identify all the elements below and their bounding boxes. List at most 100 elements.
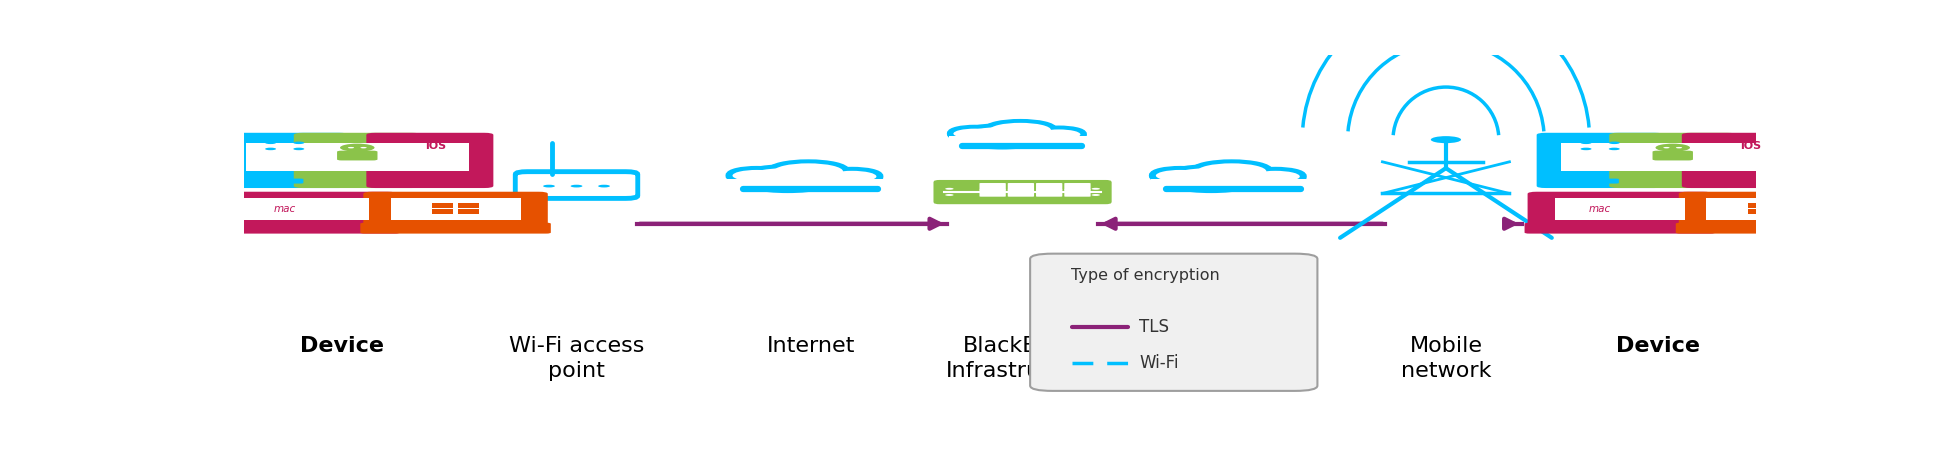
FancyBboxPatch shape bbox=[1748, 209, 1770, 214]
FancyBboxPatch shape bbox=[1582, 179, 1619, 184]
FancyBboxPatch shape bbox=[1705, 198, 1836, 220]
Circle shape bbox=[1610, 148, 1619, 150]
FancyBboxPatch shape bbox=[390, 143, 468, 171]
Circle shape bbox=[1167, 168, 1256, 189]
Circle shape bbox=[1038, 129, 1081, 139]
FancyBboxPatch shape bbox=[1065, 189, 1091, 197]
Circle shape bbox=[775, 163, 843, 180]
Circle shape bbox=[987, 122, 1054, 138]
Circle shape bbox=[1430, 136, 1461, 143]
Circle shape bbox=[960, 126, 1046, 146]
Circle shape bbox=[989, 123, 1052, 137]
Circle shape bbox=[1744, 177, 1758, 180]
FancyBboxPatch shape bbox=[1610, 133, 1736, 188]
Circle shape bbox=[1610, 142, 1619, 144]
Text: Internet: Internet bbox=[767, 336, 855, 356]
Circle shape bbox=[1580, 142, 1592, 144]
FancyBboxPatch shape bbox=[265, 179, 304, 184]
FancyBboxPatch shape bbox=[979, 189, 1007, 197]
FancyBboxPatch shape bbox=[240, 198, 369, 220]
FancyBboxPatch shape bbox=[1652, 151, 1693, 160]
Text: Wi-Fi: Wi-Fi bbox=[1139, 354, 1178, 372]
Circle shape bbox=[265, 142, 277, 144]
Circle shape bbox=[1155, 170, 1204, 181]
Circle shape bbox=[771, 162, 847, 181]
Circle shape bbox=[1194, 162, 1270, 181]
Circle shape bbox=[599, 185, 611, 187]
Circle shape bbox=[944, 188, 954, 190]
FancyBboxPatch shape bbox=[318, 143, 396, 171]
Circle shape bbox=[1198, 163, 1266, 180]
FancyBboxPatch shape bbox=[246, 143, 324, 171]
FancyBboxPatch shape bbox=[1676, 223, 1867, 234]
Text: Device: Device bbox=[1615, 336, 1699, 356]
FancyBboxPatch shape bbox=[361, 223, 550, 234]
FancyBboxPatch shape bbox=[515, 172, 638, 198]
FancyBboxPatch shape bbox=[1773, 209, 1795, 214]
Circle shape bbox=[361, 147, 367, 149]
Circle shape bbox=[1163, 167, 1260, 190]
FancyBboxPatch shape bbox=[363, 192, 548, 226]
FancyBboxPatch shape bbox=[458, 209, 480, 214]
FancyBboxPatch shape bbox=[1151, 179, 1317, 191]
FancyBboxPatch shape bbox=[979, 183, 1007, 191]
FancyBboxPatch shape bbox=[1528, 192, 1713, 226]
FancyBboxPatch shape bbox=[1065, 183, 1091, 191]
Text: Type of encryption: Type of encryption bbox=[1071, 268, 1219, 283]
Circle shape bbox=[728, 169, 784, 182]
FancyBboxPatch shape bbox=[458, 203, 480, 208]
Circle shape bbox=[1656, 143, 1690, 152]
Circle shape bbox=[739, 167, 837, 190]
FancyBboxPatch shape bbox=[1633, 143, 1711, 171]
Text: Wi-Fi access
point: Wi-Fi access point bbox=[509, 336, 644, 381]
FancyBboxPatch shape bbox=[213, 192, 396, 226]
FancyBboxPatch shape bbox=[1537, 133, 1664, 188]
Circle shape bbox=[743, 168, 833, 189]
FancyBboxPatch shape bbox=[338, 151, 377, 160]
Circle shape bbox=[293, 148, 304, 150]
Circle shape bbox=[429, 177, 441, 180]
Circle shape bbox=[1093, 188, 1100, 190]
Text: BlackBerry
Infrastructure: BlackBerry Infrastructure bbox=[946, 336, 1098, 381]
FancyBboxPatch shape bbox=[1009, 189, 1034, 197]
Text: Mobile
network: Mobile network bbox=[1401, 336, 1491, 381]
FancyBboxPatch shape bbox=[295, 133, 421, 188]
Circle shape bbox=[944, 194, 954, 196]
FancyBboxPatch shape bbox=[1705, 143, 1785, 171]
Circle shape bbox=[954, 129, 997, 138]
FancyBboxPatch shape bbox=[1561, 143, 1639, 171]
FancyBboxPatch shape bbox=[1036, 189, 1063, 197]
Circle shape bbox=[1151, 169, 1208, 182]
FancyBboxPatch shape bbox=[1773, 203, 1795, 208]
FancyBboxPatch shape bbox=[728, 179, 894, 191]
Circle shape bbox=[1247, 170, 1303, 183]
Circle shape bbox=[265, 148, 277, 150]
Circle shape bbox=[1664, 147, 1670, 149]
Circle shape bbox=[1676, 147, 1682, 149]
FancyBboxPatch shape bbox=[209, 223, 400, 234]
Circle shape bbox=[827, 171, 876, 182]
Text: Internet: Internet bbox=[1190, 336, 1278, 356]
Text: mac: mac bbox=[273, 204, 297, 214]
Text: Device: Device bbox=[300, 336, 384, 356]
FancyBboxPatch shape bbox=[935, 181, 1110, 203]
FancyBboxPatch shape bbox=[431, 203, 453, 208]
FancyBboxPatch shape bbox=[431, 209, 453, 214]
FancyBboxPatch shape bbox=[1009, 183, 1034, 191]
Circle shape bbox=[1251, 171, 1299, 182]
Circle shape bbox=[339, 143, 375, 152]
FancyBboxPatch shape bbox=[1036, 183, 1063, 191]
FancyBboxPatch shape bbox=[1524, 223, 1715, 234]
FancyBboxPatch shape bbox=[367, 133, 494, 188]
FancyBboxPatch shape bbox=[948, 136, 1096, 147]
Circle shape bbox=[542, 185, 554, 187]
FancyBboxPatch shape bbox=[1748, 203, 1770, 208]
FancyBboxPatch shape bbox=[220, 133, 347, 188]
Circle shape bbox=[347, 147, 355, 149]
Text: TLS: TLS bbox=[1139, 319, 1169, 336]
Text: iOS: iOS bbox=[1740, 141, 1762, 151]
FancyBboxPatch shape bbox=[1555, 198, 1686, 220]
Text: mac: mac bbox=[1588, 204, 1612, 214]
Circle shape bbox=[732, 170, 780, 181]
Circle shape bbox=[823, 170, 880, 183]
